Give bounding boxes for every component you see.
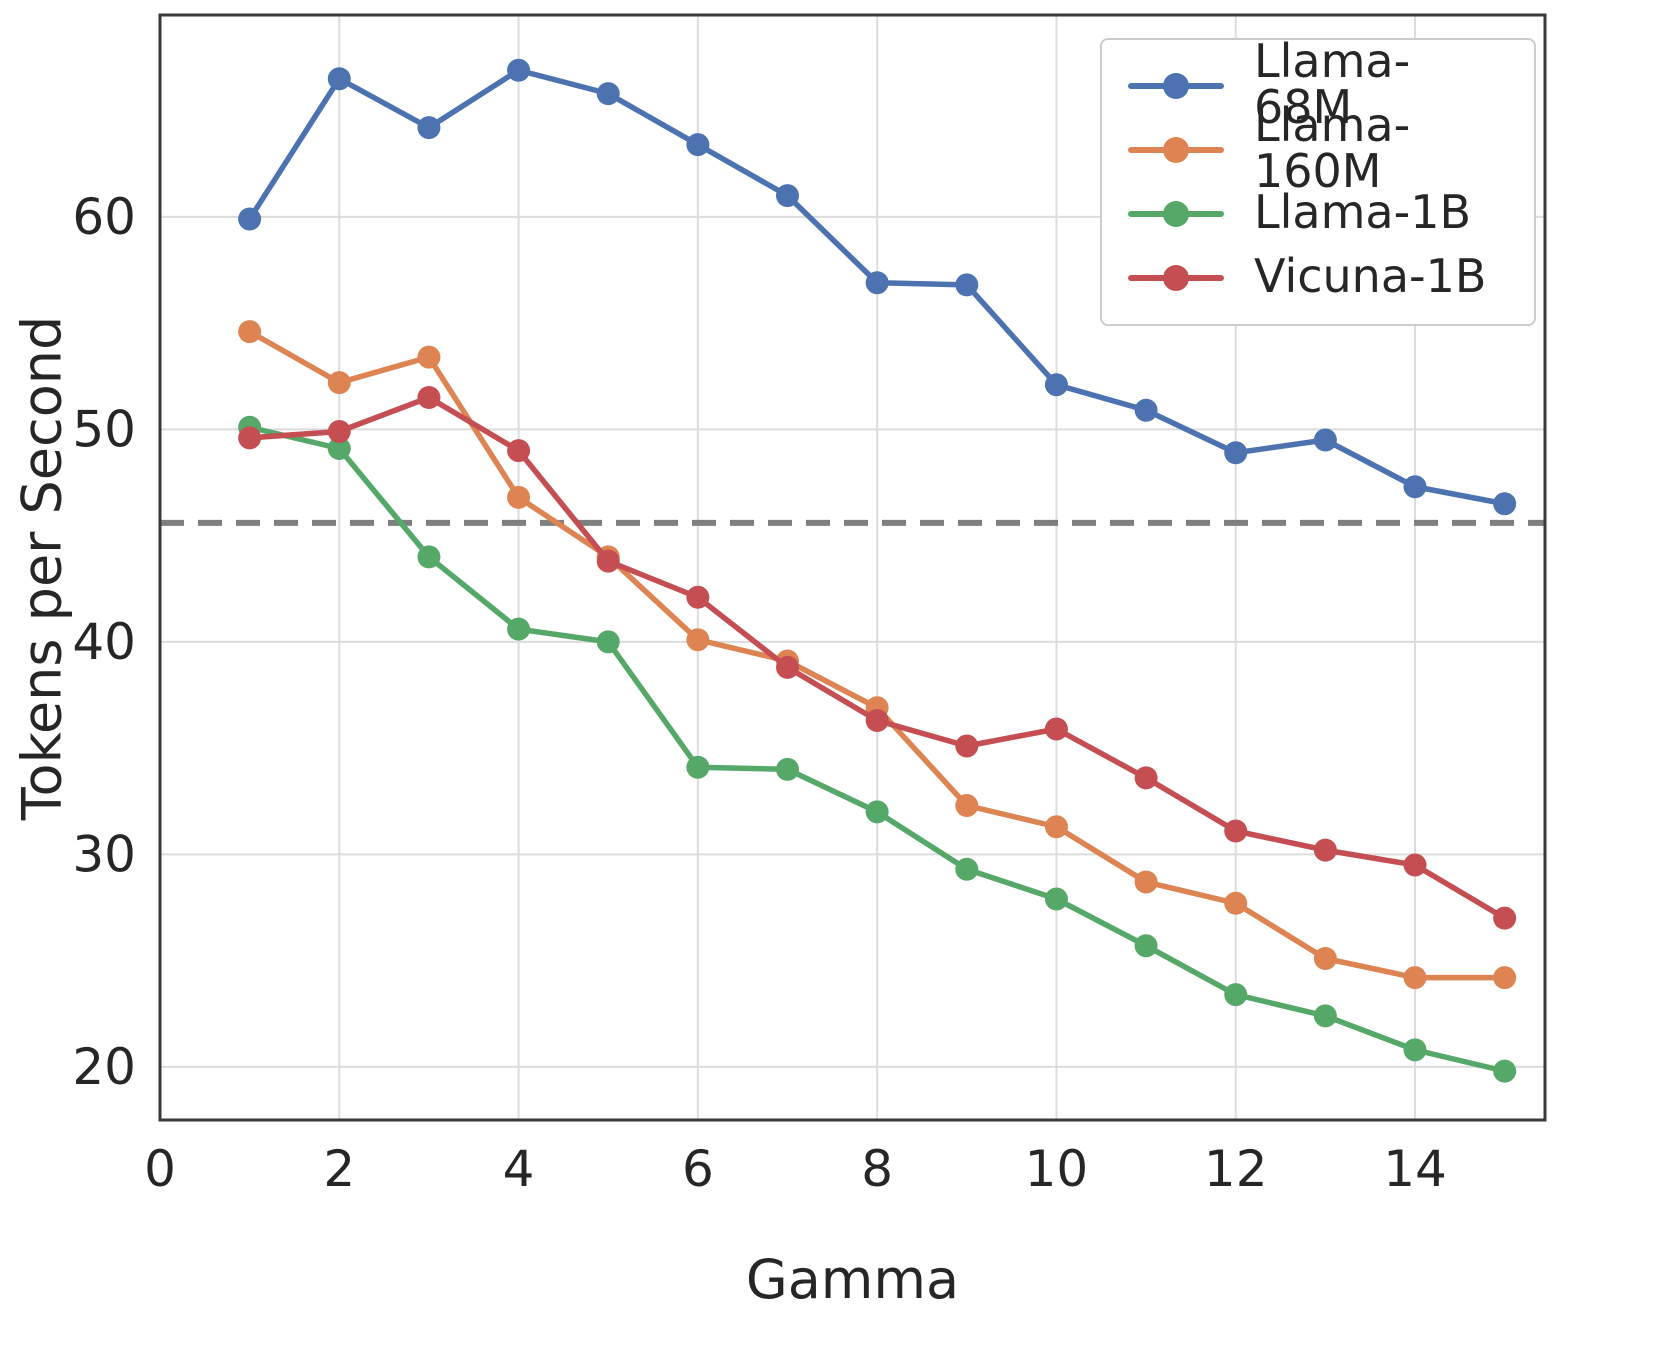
series-marker-llama-68m bbox=[1134, 398, 1158, 422]
series-marker-llama-1b bbox=[955, 857, 979, 881]
y-tick-label: 40 bbox=[72, 613, 136, 671]
legend-marker-llama-68m bbox=[1128, 83, 1224, 89]
series-marker-llama-1b bbox=[865, 800, 889, 824]
series-marker-llama-1b bbox=[1044, 887, 1068, 911]
series-marker-vicuna-1b bbox=[955, 734, 979, 758]
plot-border bbox=[158, 13, 1547, 1122]
legend-label-vicuna-1b: Vicuna-1B bbox=[1254, 249, 1487, 303]
series-marker-vicuna-1b bbox=[417, 386, 441, 409]
series-marker-vicuna-1b bbox=[1224, 819, 1248, 843]
legend: Llama-68M Llama-160M Llama-1B Vicuna-1B bbox=[1100, 38, 1536, 326]
series-marker-vicuna-1b bbox=[327, 420, 351, 443]
series-marker-llama-1b bbox=[1403, 1038, 1427, 1062]
series-marker-vicuna-1b bbox=[865, 709, 889, 732]
legend-marker-vicuna-1b bbox=[1128, 275, 1224, 281]
series-marker-llama-160m bbox=[1403, 966, 1427, 990]
y-tick-label: 20 bbox=[72, 1038, 136, 1096]
series-marker-llama-1b bbox=[417, 545, 441, 569]
series-marker-llama-1b bbox=[327, 437, 351, 460]
series-marker-llama-160m bbox=[1134, 870, 1158, 894]
x-tick-label: 14 bbox=[1383, 1140, 1447, 1198]
series-marker-llama-1b bbox=[1224, 983, 1248, 1007]
series-marker-llama-160m bbox=[417, 345, 441, 369]
series-marker-llama-160m bbox=[1224, 891, 1248, 915]
legend-label-llama-160m: Llama-160M bbox=[1254, 98, 1411, 198]
series-marker-vicuna-1b bbox=[1403, 853, 1427, 877]
legend-item: Llama-160M bbox=[1102, 102, 1534, 194]
y-tick-label: 60 bbox=[72, 188, 136, 246]
series-marker-vicuna-1b bbox=[1044, 717, 1068, 741]
series-marker-llama-160m bbox=[955, 794, 979, 817]
series-marker-llama-1b bbox=[1313, 1004, 1337, 1028]
series-marker-llama-160m bbox=[686, 628, 710, 652]
series-marker-vicuna-1b bbox=[1134, 766, 1158, 790]
legend-marker-llama-1b bbox=[1128, 211, 1224, 217]
x-tick-label: 8 bbox=[861, 1140, 893, 1198]
series-marker-llama-1b bbox=[776, 757, 800, 781]
series-marker-llama-1b bbox=[507, 617, 531, 641]
legend-item: Llama-1B bbox=[1102, 182, 1534, 246]
legend-label-llama-68m: Llama-68M bbox=[1254, 34, 1411, 134]
series-marker-llama-160m bbox=[238, 320, 262, 344]
legend-label-llama-1b: Llama-1B bbox=[1254, 185, 1472, 239]
x-tick-label: 0 bbox=[144, 1140, 176, 1198]
series-marker-vicuna-1b bbox=[1493, 906, 1517, 930]
series-marker-vicuna-1b bbox=[238, 426, 262, 450]
legend-item: Llama-68M bbox=[1102, 38, 1534, 130]
x-tick-label: 4 bbox=[503, 1140, 535, 1198]
y-tick-label: 50 bbox=[72, 400, 136, 458]
series-marker-llama-68m bbox=[327, 67, 351, 91]
legend-marker-llama-160m bbox=[1128, 147, 1224, 153]
series-marker-llama-68m bbox=[1313, 428, 1337, 452]
series-marker-llama-68m bbox=[955, 273, 979, 297]
series-marker-llama-160m bbox=[507, 485, 531, 509]
series-marker-vicuna-1b bbox=[507, 439, 531, 463]
series-marker-llama-68m bbox=[1044, 373, 1068, 397]
y-tick-label: 30 bbox=[72, 825, 136, 883]
series-marker-llama-68m bbox=[865, 271, 889, 295]
y-axis-label: Tokens per Second bbox=[10, 315, 74, 821]
series-marker-llama-160m bbox=[327, 371, 351, 395]
series-marker-llama-160m bbox=[1313, 947, 1337, 970]
x-tick-label: 12 bbox=[1204, 1140, 1268, 1198]
series-marker-llama-68m bbox=[686, 133, 710, 157]
x-axis-label: Gamma bbox=[745, 1248, 960, 1311]
x-tick-label: 2 bbox=[323, 1140, 355, 1198]
series-marker-llama-1b bbox=[686, 755, 710, 779]
series-marker-llama-68m bbox=[776, 184, 800, 208]
series-marker-llama-68m bbox=[1493, 492, 1517, 516]
series-marker-vicuna-1b bbox=[596, 549, 620, 573]
series-marker-llama-68m bbox=[596, 82, 620, 106]
x-tick-label: 10 bbox=[1025, 1140, 1089, 1198]
series-marker-llama-160m bbox=[1493, 966, 1517, 990]
series-marker-llama-68m bbox=[417, 116, 441, 140]
series-marker-llama-68m bbox=[1224, 441, 1248, 465]
series-marker-llama-68m bbox=[1403, 475, 1427, 499]
series-marker-llama-160m bbox=[1044, 815, 1068, 839]
series-marker-llama-1b bbox=[1493, 1059, 1517, 1083]
legend-item: Vicuna-1B bbox=[1102, 246, 1534, 310]
series-marker-vicuna-1b bbox=[686, 585, 710, 609]
series-marker-vicuna-1b bbox=[1313, 838, 1337, 862]
series-marker-vicuna-1b bbox=[776, 655, 800, 679]
series-marker-llama-1b bbox=[596, 630, 620, 654]
series-marker-llama-68m bbox=[238, 207, 262, 231]
series-marker-llama-1b bbox=[1134, 934, 1158, 958]
series-marker-llama-68m bbox=[507, 58, 531, 82]
x-tick-label: 6 bbox=[682, 1140, 714, 1198]
